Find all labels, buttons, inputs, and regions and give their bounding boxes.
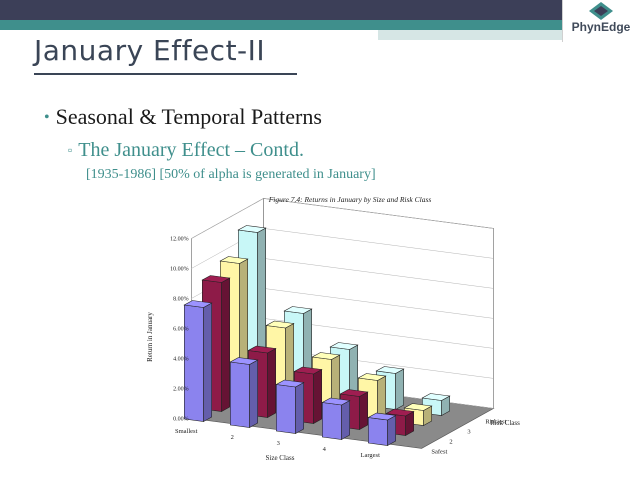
bullet-level1: • Seasonal & Temporal Patterns — [44, 104, 322, 130]
bar — [321, 397, 351, 441]
bar-top — [219, 256, 249, 264]
chart-svg: 0.00% 2.00% 4.00% 6.00% 8.00% 10.00% 12.00% Sma… — [146, 195, 520, 462]
bar-top — [357, 373, 387, 381]
bar-top — [293, 366, 323, 375]
bar-front — [322, 402, 342, 440]
bar — [229, 357, 259, 429]
bullet-level2: ▫ The January Effect – Contd. — [68, 139, 304, 162]
y-axis-label: Return in January — [146, 312, 154, 362]
bullet-level2-text: The January Effect – Contd. — [78, 139, 304, 161]
logo: PhynEdge — [562, 0, 638, 42]
risk-axis-label: Risk Class — [490, 419, 520, 427]
bar-side — [221, 277, 230, 413]
bullet-dot-icon: • — [44, 109, 50, 126]
risk-tick-label: 2 — [449, 438, 452, 445]
gridline — [191, 198, 494, 239]
bar-side — [387, 414, 396, 447]
bar-side — [377, 375, 386, 421]
bar-front — [230, 361, 250, 428]
bar-side — [341, 399, 350, 441]
bar-top — [385, 408, 415, 417]
risk-tick-label: 3 — [467, 428, 470, 435]
bar-side — [249, 359, 258, 429]
bar-side — [267, 347, 276, 419]
bar-side — [313, 368, 322, 425]
bar-top — [367, 412, 397, 421]
bar-side — [359, 391, 368, 431]
logo-diamond-icon — [589, 2, 613, 20]
bullet-level1-text: Seasonal & Temporal Patterns — [55, 104, 322, 129]
bar-top — [321, 397, 351, 406]
x-axis-label: Size Class — [266, 454, 295, 462]
bar-front — [183, 304, 204, 422]
bar-front — [276, 384, 296, 434]
y-tick-label: 8.00% — [173, 296, 189, 302]
bar-side — [295, 381, 304, 435]
bar-top — [403, 403, 433, 411]
accent-bar-light — [378, 30, 638, 40]
bar-side — [203, 302, 212, 423]
note-text: [1935-1986] [50% of alpha is generated i… — [86, 167, 376, 182]
bar-top — [329, 342, 359, 350]
bar-top — [265, 320, 295, 329]
y-tick-label: 12.00% — [170, 236, 189, 242]
bullet-square-icon: ▫ — [68, 143, 73, 157]
size-tick-label: 3 — [277, 440, 280, 447]
bar-top — [247, 345, 277, 354]
logo-text: PhynEdge — [571, 20, 631, 34]
chart: 0.00% 2.00% 4.00% 6.00% 8.00% 10.00% 12.00% Sma… — [140, 192, 540, 477]
size-tick-label: Largest — [361, 452, 381, 459]
bar-top — [201, 275, 231, 283]
bar-front — [368, 417, 388, 446]
risk-tick-label: Safest — [431, 448, 447, 455]
size-tick-label: 4 — [323, 446, 327, 453]
bar — [367, 412, 397, 447]
bar — [275, 379, 305, 435]
size-tick-label: 2 — [231, 434, 234, 441]
chart-title: Figure 7.4: Returns in January by Size a… — [268, 195, 432, 204]
bar — [183, 300, 213, 423]
risk-tick-label: Riskiest — [485, 418, 506, 425]
bar-top — [183, 300, 213, 308]
page-title: January Effect-II — [34, 34, 266, 67]
bar-side — [395, 368, 405, 411]
bar-top — [229, 357, 259, 365]
title-underline — [34, 73, 297, 75]
y-tick-label: 4.00% — [173, 356, 189, 362]
bar-top — [339, 389, 369, 397]
y-tick-label: 6.00% — [173, 326, 189, 332]
y-tick-label: 10.00% — [170, 266, 189, 272]
bar-top — [421, 393, 451, 401]
bar-top — [375, 366, 405, 374]
bar-top — [237, 225, 267, 233]
bar-top — [275, 379, 305, 388]
y-tick-label: 0.00% — [173, 416, 189, 422]
bar-top — [311, 352, 341, 360]
bar-top — [283, 306, 313, 314]
y-tick-label: 2.00% — [173, 386, 189, 392]
accent-bar — [0, 20, 638, 30]
top-bar — [0, 0, 638, 20]
size-tick-label: Smallest — [175, 428, 198, 435]
